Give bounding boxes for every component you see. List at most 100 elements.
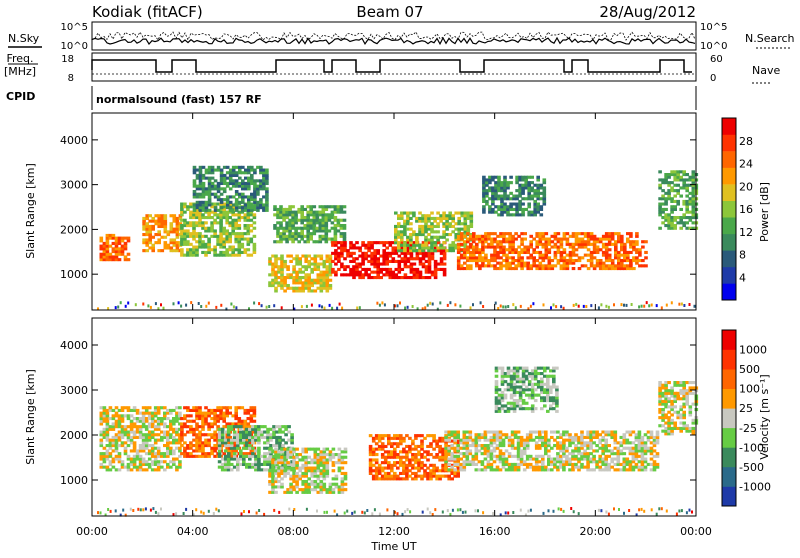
power-cell	[385, 241, 389, 244]
velocity-cell	[186, 406, 190, 409]
velocity-cell	[520, 455, 524, 458]
power-cell	[186, 208, 190, 211]
velocity-cell	[487, 447, 491, 450]
velocity-cell	[535, 468, 539, 471]
power-cell	[661, 189, 665, 192]
power-cell	[294, 216, 298, 219]
power-cell	[685, 221, 689, 224]
power-cell	[220, 187, 224, 190]
power-cell	[100, 237, 104, 240]
power-cell	[258, 302, 260, 305]
power-cell	[679, 227, 683, 230]
power-cell	[232, 169, 236, 172]
power-cell	[475, 259, 479, 262]
power-cell	[125, 305, 127, 308]
velocity-cell	[142, 433, 146, 436]
power-cell	[343, 238, 347, 241]
power-cell	[409, 222, 413, 225]
velocity-cell	[118, 458, 122, 461]
power-cell	[253, 198, 257, 201]
velocity-cell	[332, 469, 336, 472]
power-cell	[527, 192, 531, 195]
velocity-cell	[224, 441, 228, 444]
velocity-cell	[520, 436, 524, 439]
power-cell	[658, 213, 662, 216]
velocity-cell	[112, 417, 116, 420]
power-cell	[358, 249, 362, 252]
velocity-cell	[133, 441, 137, 444]
velocity-cell	[234, 422, 238, 425]
power-cell	[326, 273, 330, 276]
power-cell	[202, 195, 206, 198]
velocity-cell	[444, 455, 448, 458]
power-cell	[424, 306, 426, 309]
power-cell	[575, 235, 579, 238]
power-cell	[514, 267, 518, 270]
velocity-cell	[239, 425, 243, 428]
power-cell	[389, 268, 393, 271]
power-cell	[555, 305, 557, 308]
velocity-cell	[493, 441, 497, 444]
power-cell	[578, 305, 580, 308]
velocity-cell	[326, 491, 330, 494]
power-cell	[428, 276, 432, 279]
power-cell	[442, 241, 446, 244]
power-cell	[685, 184, 689, 187]
power-cell	[551, 264, 555, 267]
power-cell	[326, 255, 330, 258]
velocity-cell	[121, 409, 125, 412]
power-cell	[557, 248, 561, 251]
power-cell	[439, 301, 441, 304]
power-cell	[445, 238, 449, 241]
power-cell	[217, 190, 221, 193]
velocity-cell	[277, 475, 281, 478]
power-cell	[142, 249, 146, 252]
velocity-cell	[139, 431, 143, 434]
power-cell	[563, 235, 567, 238]
power-cell	[352, 276, 356, 279]
power-cell	[247, 216, 251, 219]
power-cell	[265, 193, 269, 196]
power-colorbar-swatch	[722, 118, 736, 135]
power-cell	[303, 208, 307, 211]
velocity-cell	[408, 461, 412, 464]
velocity-cell	[172, 428, 176, 431]
power-cell	[183, 238, 187, 241]
velocity-cell	[106, 436, 110, 439]
power-cell	[265, 174, 269, 177]
power-cell	[385, 252, 389, 255]
power-cell	[540, 213, 544, 216]
velocity-cell	[550, 436, 554, 439]
power-cell	[265, 171, 269, 174]
power-cell	[509, 181, 513, 184]
velocity-cell	[218, 460, 222, 463]
velocity-cell	[304, 480, 308, 483]
power-cell	[220, 174, 224, 177]
power-cell	[208, 198, 212, 201]
velocity-cell	[290, 436, 294, 439]
velocity-cell	[459, 458, 463, 461]
velocity-cell	[263, 468, 267, 471]
power-cell	[343, 219, 347, 222]
power-cell	[520, 305, 522, 308]
power-cell	[295, 260, 299, 263]
power-cell	[404, 273, 408, 276]
power-cell	[572, 251, 576, 254]
power-cell	[644, 256, 648, 259]
power-cell	[515, 211, 519, 214]
velocity-cell	[529, 463, 533, 466]
velocity-cell	[490, 439, 494, 442]
velocity-cell	[399, 442, 403, 445]
velocity-cell	[405, 472, 409, 475]
velocity-cell	[218, 441, 222, 444]
power-cell	[410, 252, 414, 255]
velocity-cell	[115, 447, 119, 450]
velocity-cell	[239, 449, 243, 452]
power-cell	[430, 236, 434, 239]
power-cell	[304, 268, 308, 271]
power-cell	[469, 264, 473, 267]
velocity-cell	[284, 433, 288, 436]
velocity-cell	[233, 466, 237, 469]
power-cell	[670, 227, 674, 230]
power-cell	[491, 200, 495, 203]
